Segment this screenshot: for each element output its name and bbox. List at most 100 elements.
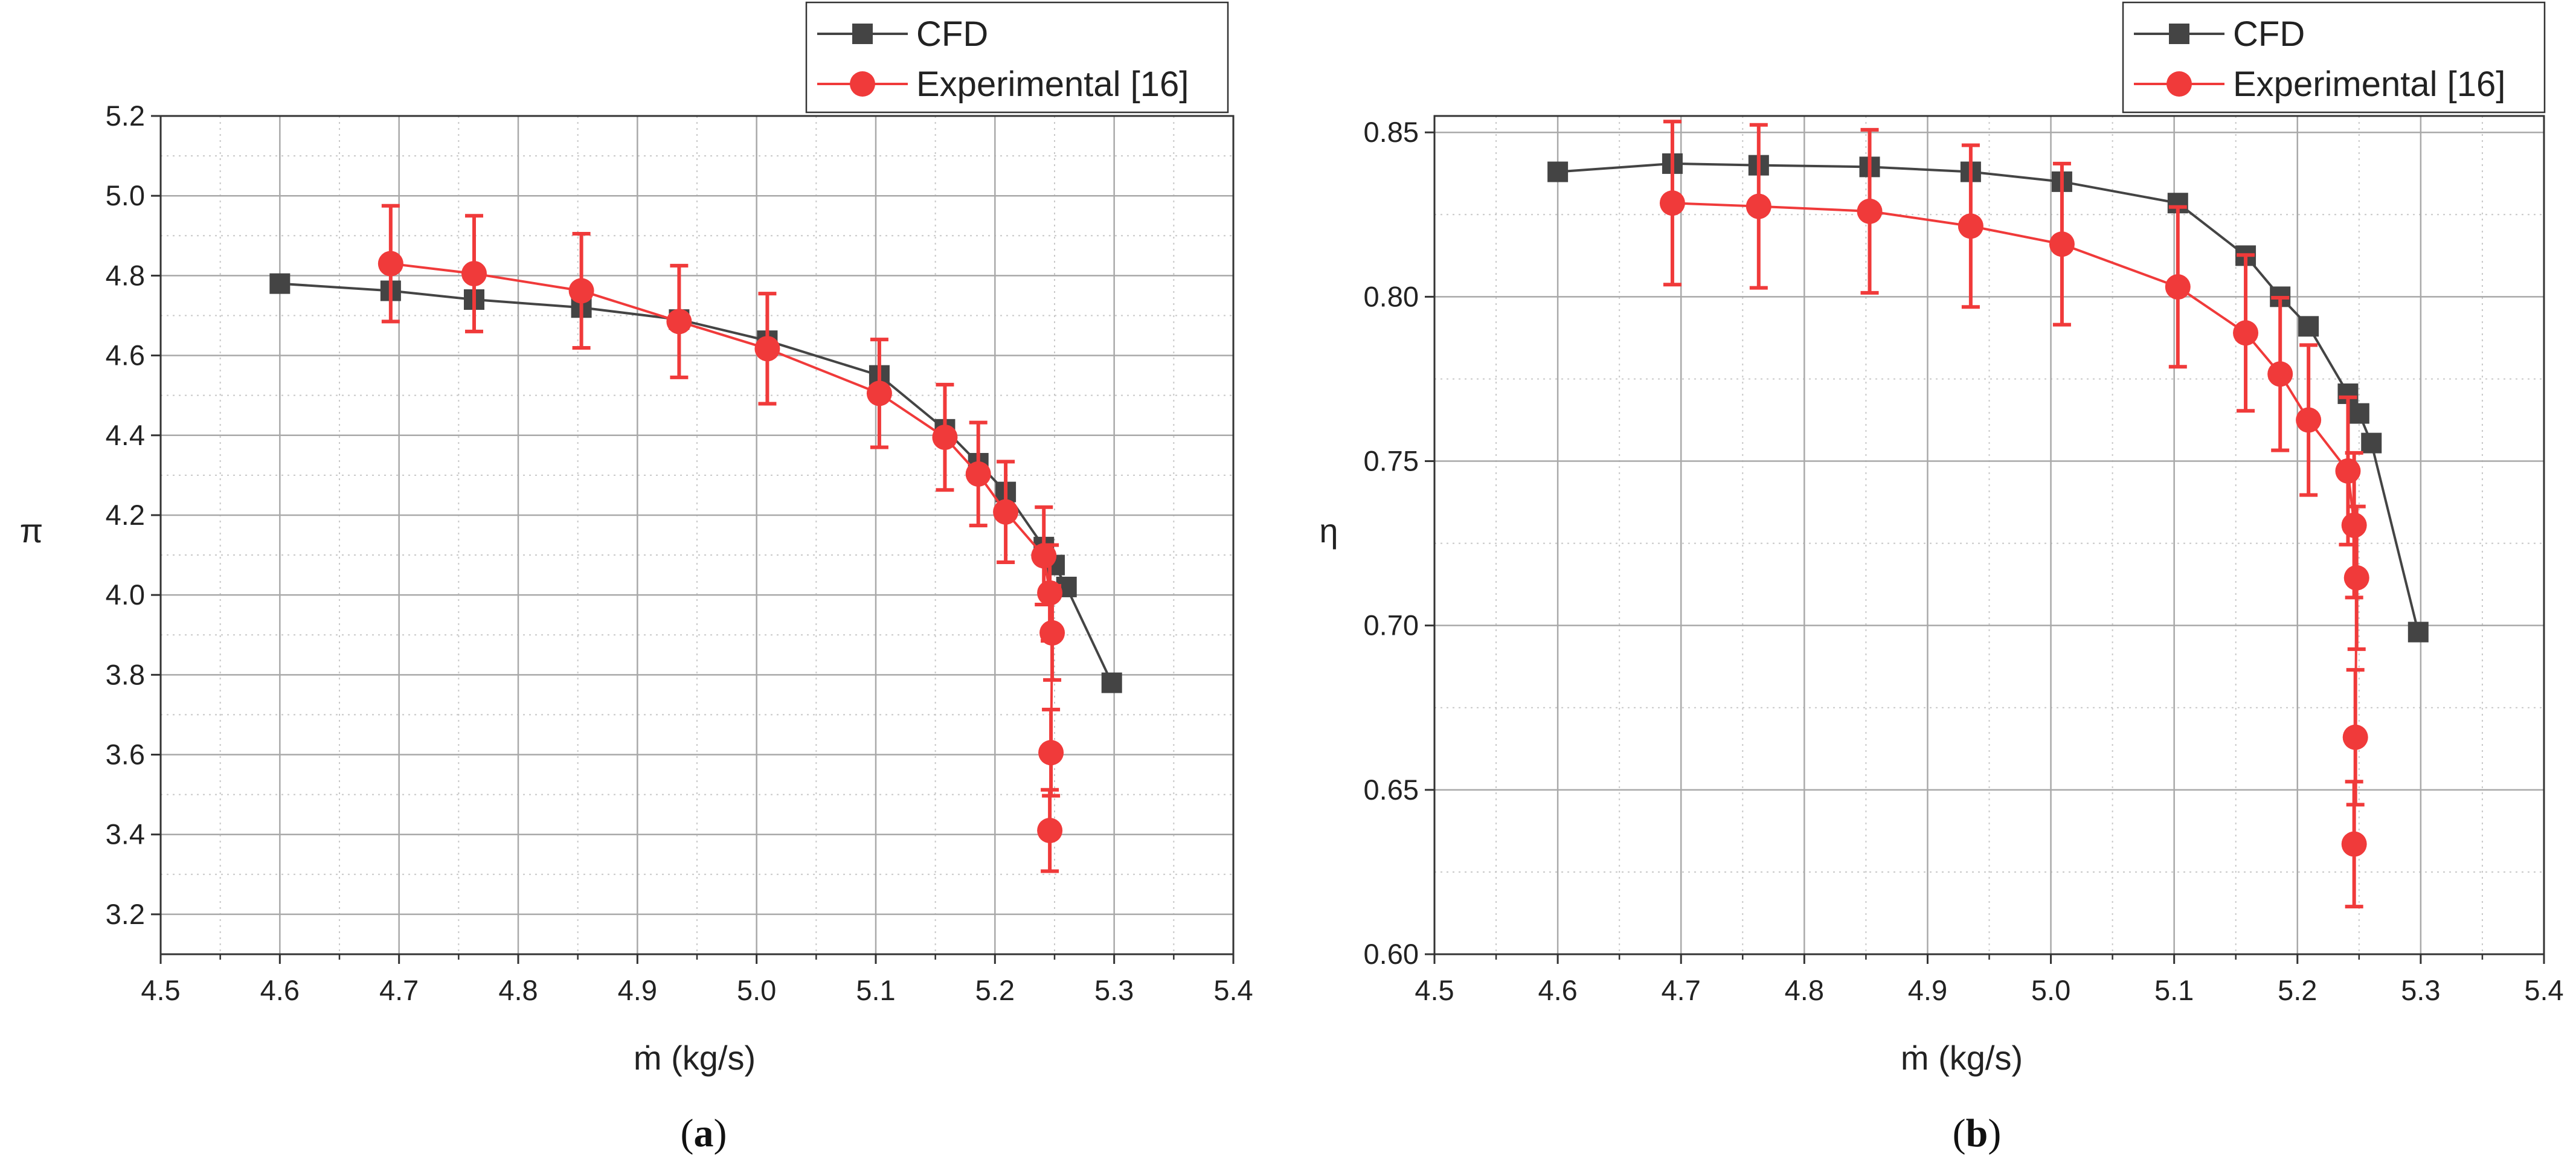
x-tick-label: 5.2 <box>2278 974 2317 1006</box>
data-point[interactable] <box>377 251 403 277</box>
data-point[interactable] <box>2348 403 2369 424</box>
y-tick-label: 5.2 <box>106 100 145 132</box>
y-tick-label: 0.65 <box>1364 774 1419 806</box>
x-tick-label: 5.0 <box>737 974 776 1006</box>
chart-panel-a: 4.5 4.6 4.7 4.8 4.9 5.0 5.1 5.2 5.3 5.4 3.2 3.4 3.6 3… <box>20 1 1253 1155</box>
y-tick-label: 0.60 <box>1364 938 1419 970</box>
x-tick-label: 5.0 <box>2031 974 2070 1006</box>
legend-swatch-marker <box>852 24 873 44</box>
data-point[interactable] <box>2049 231 2075 257</box>
data-point[interactable] <box>2267 361 2293 387</box>
caption-close-paren: ) <box>714 1111 727 1155</box>
data-point[interactable] <box>1857 198 1883 224</box>
data-point[interactable] <box>754 336 780 362</box>
panel-caption: (b) <box>1953 1111 2002 1155</box>
y-tick-label: 4.0 <box>106 579 145 611</box>
x-tick-label: 5.3 <box>1094 974 1134 1006</box>
legend-swatch-marker <box>850 71 875 97</box>
caption-close-paren: ) <box>1988 1111 2001 1155</box>
data-point[interactable] <box>1746 193 1771 219</box>
y-tick-label: 4.6 <box>106 339 145 371</box>
legend: CFD Experimental [16] <box>805 1 1229 114</box>
plot-area <box>161 116 1233 954</box>
y-tick-label: 4.4 <box>106 419 145 451</box>
y-tick-label: 3.8 <box>106 658 145 690</box>
panel-caption: (a) <box>681 1111 727 1155</box>
data-point[interactable] <box>2298 316 2319 337</box>
data-point[interactable] <box>568 278 594 304</box>
data-point[interactable] <box>2165 274 2191 300</box>
grid <box>159 115 1235 955</box>
series-group <box>1547 120 2429 909</box>
legend-box <box>2122 1 2546 114</box>
data-point[interactable] <box>2335 458 2361 484</box>
x-tick-label: 4.9 <box>618 974 657 1006</box>
data-point[interactable] <box>1659 190 1685 216</box>
caption-letter: a <box>694 1111 714 1155</box>
data-point[interactable] <box>1958 213 1983 239</box>
x-tick-label: 5.3 <box>2401 974 2440 1006</box>
data-point[interactable] <box>1031 543 1057 569</box>
y-tick-label: 3.4 <box>106 818 145 850</box>
data-point[interactable] <box>2341 831 2367 857</box>
data-point[interactable] <box>932 425 958 451</box>
data-point[interactable] <box>1547 161 1569 182</box>
data-point[interactable] <box>2233 320 2259 346</box>
x-tick-label: 4.9 <box>1908 974 1947 1006</box>
data-point[interactable] <box>2343 565 2369 591</box>
x-tick-label: 4.5 <box>1415 974 1454 1006</box>
legend-swatch-marker <box>2169 24 2189 44</box>
data-point[interactable] <box>1038 740 1064 766</box>
x-tick-label: 5.1 <box>856 974 895 1006</box>
x-tick-label: 4.8 <box>498 974 538 1006</box>
caption-open-paren: ( <box>681 1111 694 1155</box>
chart-panel-b: 4.5 4.6 4.7 4.8 4.9 5.0 5.1 5.2 5.3 5.4 0.60 0.65 0.… <box>1319 1 2564 1155</box>
x-tick-label: 4.8 <box>1785 974 1824 1006</box>
x-tick-label: 5.4 <box>1213 974 1253 1006</box>
y-tick-label: 0.70 <box>1364 609 1419 641</box>
data-point[interactable] <box>2342 724 2368 750</box>
legend-label: Experimental [16] <box>2233 65 2505 104</box>
x-axis-label: ṁ (kg/s) <box>1901 1039 2023 1077</box>
data-point[interactable] <box>965 461 991 487</box>
x-tick-label: 4.7 <box>379 974 419 1006</box>
data-point[interactable] <box>1039 620 1065 646</box>
x-tick-label: 5.2 <box>975 974 1015 1006</box>
data-point[interactable] <box>1101 672 1122 693</box>
data-point[interactable] <box>1037 818 1063 844</box>
data-point[interactable] <box>269 273 291 294</box>
y-tick-label: 3.6 <box>106 739 145 771</box>
data-point[interactable] <box>461 261 487 287</box>
x-tick-label: 4.7 <box>1662 974 1701 1006</box>
legend-swatch-marker <box>2166 71 2192 97</box>
legend-label: CFD <box>916 14 988 54</box>
y-tick-label: 0.85 <box>1364 116 1419 148</box>
legend: CFD Experimental [16] <box>2122 1 2546 114</box>
y-axis-label: π <box>20 512 43 550</box>
data-point[interactable] <box>2407 621 2429 643</box>
legend-label: Experimental [16] <box>916 65 1189 104</box>
caption-open-paren: ( <box>1953 1111 1966 1155</box>
y-tick-label: 4.2 <box>106 499 145 531</box>
x-tick-label: 5.4 <box>2524 974 2563 1006</box>
x-tick-label: 5.1 <box>2154 974 2194 1006</box>
y-tick-label: 0.80 <box>1364 280 1419 312</box>
legend-item-cfd: CFD <box>2134 14 2305 54</box>
series-experimental <box>1659 120 2369 909</box>
data-point[interactable] <box>2341 512 2367 538</box>
data-point[interactable] <box>993 499 1019 525</box>
data-point[interactable] <box>2296 407 2322 433</box>
series-experimental <box>377 204 1065 873</box>
data-point[interactable] <box>2361 432 2382 454</box>
y-tick-label: 4.8 <box>106 259 145 291</box>
data-point[interactable] <box>1037 580 1063 606</box>
legend-item-cfd: CFD <box>817 14 988 54</box>
x-tick-label: 4.6 <box>1538 974 1577 1006</box>
data-point[interactable] <box>666 309 692 335</box>
plot-area <box>1434 116 2544 954</box>
data-point[interactable] <box>866 380 892 406</box>
legend-label: CFD <box>2233 14 2305 54</box>
x-axis-label: ṁ (kg/s) <box>634 1039 756 1077</box>
y-tick-label: 3.2 <box>106 898 145 930</box>
